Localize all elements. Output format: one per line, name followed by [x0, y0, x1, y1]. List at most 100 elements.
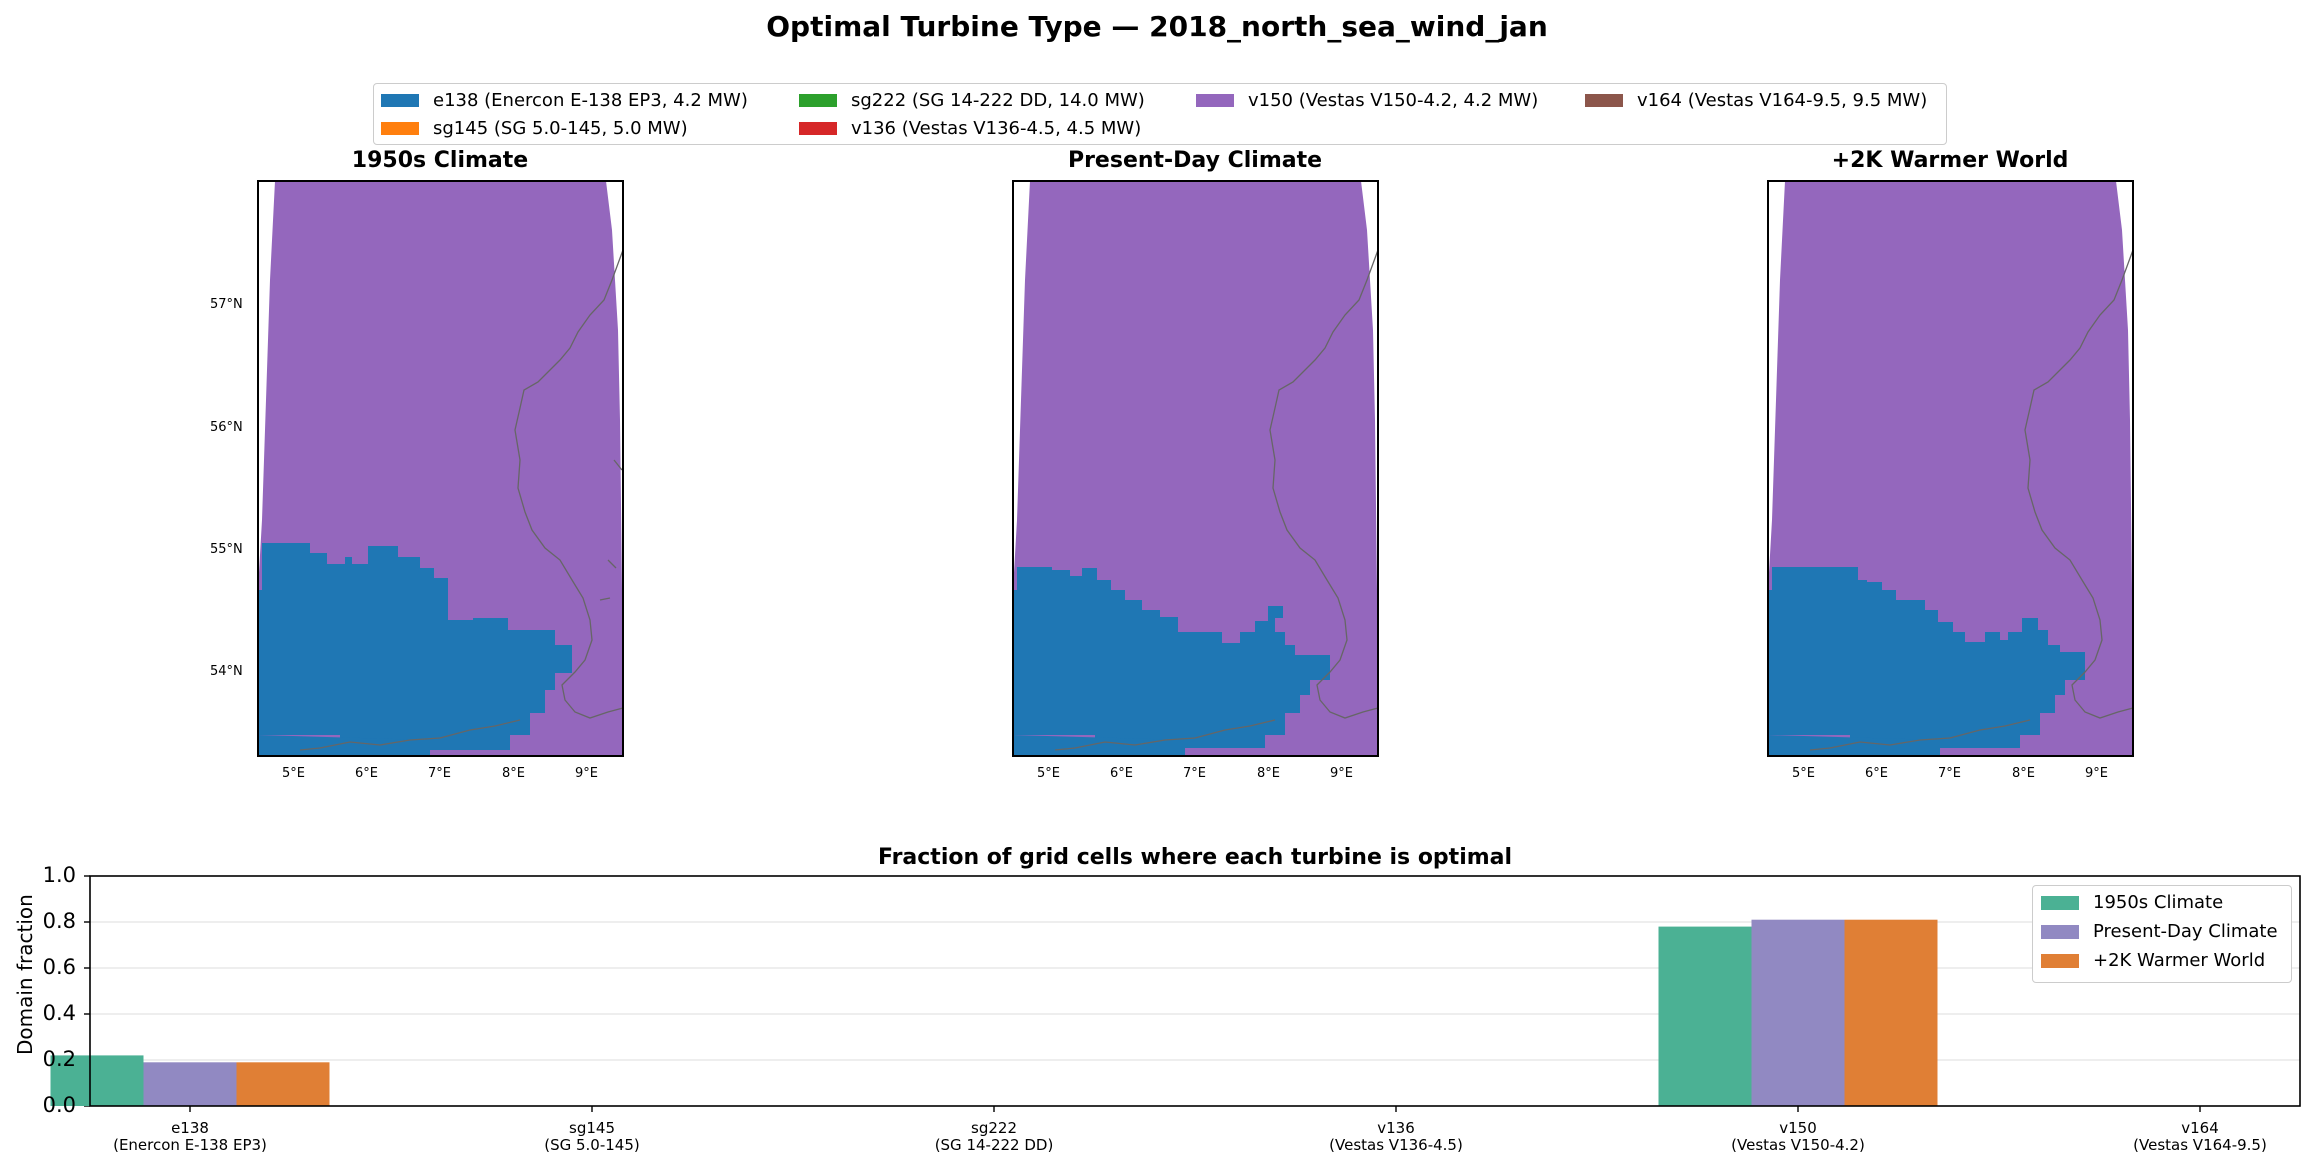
x-category-code: sg145	[569, 1119, 615, 1137]
lon-tick: 5°E	[282, 766, 305, 781]
legend-swatch	[1585, 94, 1623, 107]
map-plus2k	[1768, 181, 2133, 756]
bar-v150-0	[1658, 926, 1752, 1106]
bar-chart-legend: 1950s Climate Present-Day Climate +2K Wa…	[2032, 885, 2292, 983]
map-region-e138-south	[1768, 735, 1940, 756]
legend-item-plus2k: +2K Warmer World	[2041, 950, 2265, 971]
figure-title: Optimal Turbine Type — 2018_north_sea_wi…	[766, 10, 1548, 43]
legend-swatch	[2041, 953, 2079, 968]
x-category-code: e138	[171, 1119, 209, 1137]
legend-label: +2K Warmer World	[2093, 950, 2266, 971]
lat-tick: 57°N	[210, 297, 243, 312]
lon-tick: 8°E	[1257, 766, 1280, 781]
legend-label: v164 (Vestas V164-9.5, 9.5 MW)	[1637, 90, 1928, 111]
x-category-code: v136	[1377, 1119, 1415, 1137]
x-category-label: v150 (Vestas V150-4.2)	[1688, 1120, 1908, 1154]
lon-tick: 8°E	[502, 766, 525, 781]
legend-label: v136 (Vestas V136-4.5, 4.5 MW)	[851, 118, 1142, 139]
legend-label: Present-Day Climate	[2093, 921, 2278, 942]
x-category-model: (Vestas V164-9.5)	[2133, 1136, 2267, 1154]
legend-item-v136: v136 (Vestas V136-4.5, 4.5 MW)	[799, 118, 1141, 139]
legend-label: sg222 (SG 14-222 DD, 14.0 MW)	[851, 90, 1145, 111]
legend-item-e138: e138 (Enercon E-138 EP3, 4.2 MW)	[381, 90, 748, 111]
legend-label: v150 (Vestas V150-4.2, 4.2 MW)	[1248, 90, 1539, 111]
bar-chart-ylabel: Domain fraction	[13, 894, 37, 1055]
legend-label: e138 (Enercon E-138 EP3, 4.2 MW)	[433, 90, 748, 111]
coastline-1950s	[299, 249, 623, 751]
x-category-label: sg222 (SG 14-222 DD)	[884, 1120, 1104, 1154]
map-1950s	[258, 181, 623, 756]
x-category-label: sg145 (SG 5.0-145)	[482, 1120, 702, 1154]
x-category-code: sg222	[971, 1119, 1017, 1137]
legend-item-v150: v150 (Vestas V150-4.2, 4.2 MW)	[1196, 90, 1538, 111]
y-tick-label: 0.0	[42, 1093, 76, 1117]
legend-label: 1950s Climate	[2093, 892, 2224, 913]
legend-swatch	[1196, 94, 1234, 107]
lon-tick: 7°E	[1183, 766, 1206, 781]
map-frame-plus2k	[1767, 180, 2134, 757]
coastline-plus2k	[1809, 249, 2133, 751]
bar-chart-frame	[89, 875, 2301, 1107]
lon-tick: 6°E	[1865, 766, 1888, 781]
bar-v150-2	[1844, 919, 1938, 1106]
lon-tick: 7°E	[428, 766, 451, 781]
map-region-e138	[1013, 567, 1330, 748]
legend-item-sg145: sg145 (SG 5.0-145, 5.0 MW)	[381, 118, 688, 139]
map-present	[1013, 181, 1378, 756]
bar-chart-grid	[84, 875, 2300, 1112]
legend-swatch	[799, 122, 837, 135]
x-category-code: v150	[1779, 1119, 1817, 1137]
lon-tick: 5°E	[1792, 766, 1815, 781]
bar-chart-bars	[50, 919, 1938, 1106]
lon-tick: 7°E	[1938, 766, 1961, 781]
legend-swatch	[2041, 895, 2079, 910]
map-title-plus2k: +2K Warmer World	[1831, 148, 2069, 173]
legend-item-sg222: sg222 (SG 14-222 DD, 14.0 MW)	[799, 90, 1145, 111]
map-frame-1950s	[257, 180, 624, 757]
map-region-e138-south	[258, 735, 430, 756]
y-tick-label: 0.6	[42, 955, 76, 979]
legend-item-v164: v164 (Vestas V164-9.5, 9.5 MW)	[1585, 90, 1927, 111]
y-tick-label: 1.0	[42, 863, 76, 887]
x-category-model: (SG 5.0-145)	[544, 1136, 640, 1154]
x-category-model: (Enercon E-138 EP3)	[113, 1136, 267, 1154]
legend-label: sg145 (SG 5.0-145, 5.0 MW)	[433, 118, 688, 139]
bar-v150-1	[1751, 919, 1845, 1106]
legend-swatch	[2041, 924, 2079, 939]
lon-tick: 9°E	[1330, 766, 1353, 781]
map-title-present: Present-Day Climate	[1067, 148, 1323, 173]
legend-item-1950s: 1950s Climate	[2041, 892, 2223, 913]
lon-tick: 6°E	[1110, 766, 1133, 781]
legend-swatch	[381, 122, 419, 135]
bar-chart-title: Fraction of grid cells where each turbin…	[877, 845, 1513, 870]
bar-e138-1	[143, 1062, 237, 1106]
lat-tick: 54°N	[210, 664, 243, 679]
legend-swatch	[381, 94, 419, 107]
lon-tick: 9°E	[575, 766, 598, 781]
turbine-legend: e138 (Enercon E-138 EP3, 4.2 MW) sg145 (…	[373, 83, 1947, 145]
x-category-label: e138 (Enercon E-138 EP3)	[80, 1120, 300, 1154]
lon-tick: 6°E	[355, 766, 378, 781]
map-title-1950s: 1950s Climate	[351, 148, 529, 173]
coastline-present	[1054, 249, 1378, 751]
lon-tick: 9°E	[2085, 766, 2108, 781]
x-category-model: (Vestas V136-4.5)	[1329, 1136, 1463, 1154]
x-category-code: v164	[2181, 1119, 2219, 1137]
legend-item-present: Present-Day Climate	[2041, 921, 2278, 942]
lon-tick: 5°E	[1037, 766, 1060, 781]
y-tick-label: 0.4	[42, 1001, 76, 1025]
map-region-e138	[1768, 567, 2085, 748]
x-category-model: (Vestas V150-4.2)	[1731, 1136, 1865, 1154]
y-tick-label: 0.2	[42, 1047, 76, 1071]
lon-tick: 8°E	[2012, 766, 2035, 781]
legend-swatch	[799, 94, 837, 107]
map-region-e138-south	[1013, 735, 1185, 756]
x-category-model: (SG 14-222 DD)	[934, 1136, 1054, 1154]
x-category-label: v164 (Vestas V164-9.5)	[2090, 1120, 2310, 1154]
x-category-label: v136 (Vestas V136-4.5)	[1286, 1120, 1506, 1154]
map-frame-present	[1012, 180, 1379, 757]
lat-tick: 56°N	[210, 420, 243, 435]
bar-e138-0	[50, 1055, 144, 1106]
map-region-e138	[258, 543, 572, 750]
bar-e138-2	[236, 1062, 330, 1106]
